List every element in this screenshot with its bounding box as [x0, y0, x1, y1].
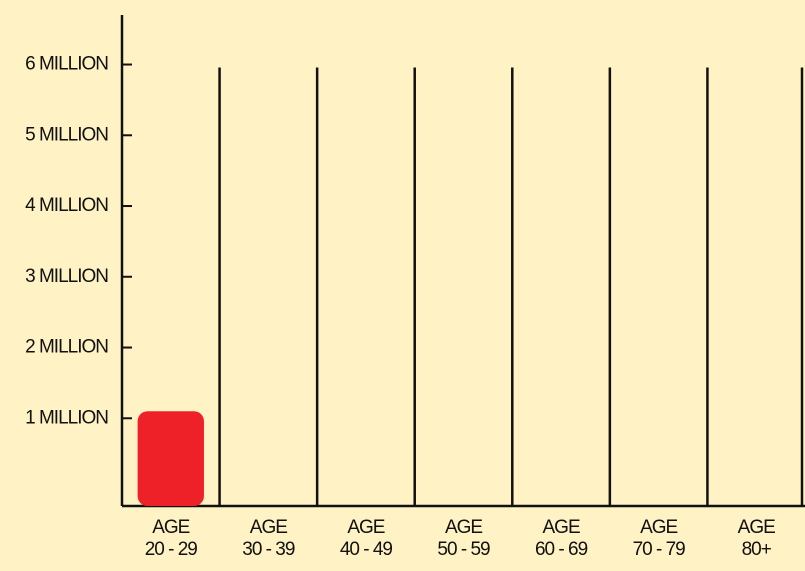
x-tick-label: 60 - 69: [535, 539, 588, 560]
x-tick-label: 30 - 39: [242, 539, 295, 560]
x-tick-label: AGE: [250, 517, 287, 538]
y-tick-label: 1 MILLION: [25, 407, 108, 428]
x-tick-label: 80+: [742, 539, 772, 560]
x-tick-label: AGE: [738, 517, 775, 538]
x-tick-label: 40 - 49: [340, 539, 393, 560]
x-tick-label: AGE: [543, 517, 580, 538]
x-tick-label: AGE: [640, 517, 677, 538]
x-tick-label: AGE: [347, 517, 384, 538]
x-tick-label: AGE: [152, 517, 189, 538]
y-tick-label: 3 MILLION: [25, 266, 108, 287]
x-tick-label: AGE: [445, 517, 482, 538]
x-tick-label: 70 - 79: [633, 539, 686, 560]
y-tick-label: 5 MILLION: [25, 124, 108, 145]
y-tick-label: 4 MILLION: [25, 195, 108, 216]
y-tick-label: 2 MILLION: [25, 337, 108, 358]
bar: [137, 411, 204, 506]
x-tick-label: 20 - 29: [145, 539, 198, 560]
y-tick-label: 6 MILLION: [25, 54, 108, 75]
x-tick-label: 50 - 59: [437, 539, 490, 560]
